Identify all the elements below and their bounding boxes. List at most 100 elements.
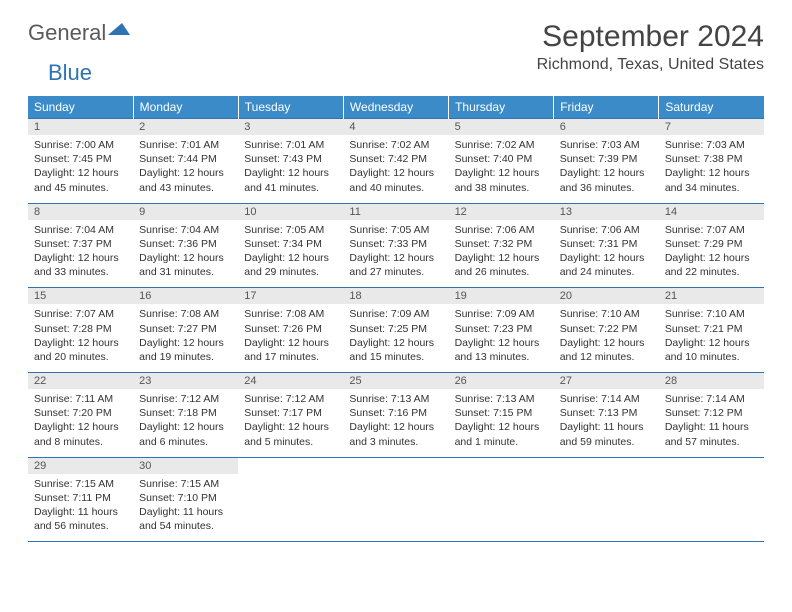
day-data: Sunrise: 7:12 AMSunset: 7:17 PMDaylight:…: [238, 389, 343, 457]
day-line: Sunset: 7:11 PM: [34, 491, 127, 505]
day-line: and 56 minutes.: [34, 519, 127, 533]
day-line: and 41 minutes.: [244, 181, 337, 195]
day-cell: 1Sunrise: 7:00 AMSunset: 7:45 PMDaylight…: [28, 119, 133, 204]
day-line: Sunrise: 7:03 AM: [665, 138, 758, 152]
day-line: Sunset: 7:22 PM: [560, 322, 653, 336]
day-data: Sunrise: 7:04 AMSunset: 7:37 PMDaylight:…: [28, 220, 133, 288]
day-line: and 5 minutes.: [244, 435, 337, 449]
dow-saturday: Saturday: [659, 96, 764, 119]
day-line: Sunset: 7:18 PM: [139, 406, 232, 420]
day-line: and 45 minutes.: [34, 181, 127, 195]
day-cell: 3Sunrise: 7:01 AMSunset: 7:43 PMDaylight…: [238, 119, 343, 204]
day-number: 1: [28, 119, 133, 135]
day-cell: 9Sunrise: 7:04 AMSunset: 7:36 PMDaylight…: [133, 203, 238, 288]
day-line: Daylight: 12 hours: [349, 166, 442, 180]
day-number: 29: [28, 458, 133, 474]
day-cell: ..: [343, 457, 448, 542]
day-line: Sunrise: 7:03 AM: [560, 138, 653, 152]
day-line: Sunset: 7:38 PM: [665, 152, 758, 166]
day-line: and 12 minutes.: [560, 350, 653, 364]
day-line: and 33 minutes.: [34, 265, 127, 279]
day-data: Sunrise: 7:03 AMSunset: 7:38 PMDaylight:…: [659, 135, 764, 203]
day-line: Sunset: 7:27 PM: [139, 322, 232, 336]
day-number: 22: [28, 373, 133, 389]
day-number: 4: [343, 119, 448, 135]
day-number: 16: [133, 288, 238, 304]
day-line: Sunset: 7:13 PM: [560, 406, 653, 420]
day-line: and 13 minutes.: [455, 350, 548, 364]
day-cell: 11Sunrise: 7:05 AMSunset: 7:33 PMDayligh…: [343, 203, 448, 288]
day-data: Sunrise: 7:14 AMSunset: 7:12 PMDaylight:…: [659, 389, 764, 457]
day-cell: 2Sunrise: 7:01 AMSunset: 7:44 PMDaylight…: [133, 119, 238, 204]
week-row: 15Sunrise: 7:07 AMSunset: 7:28 PMDayligh…: [28, 288, 764, 373]
dow-friday: Friday: [554, 96, 659, 119]
day-line: Daylight: 12 hours: [34, 420, 127, 434]
logo-text-general: General: [28, 20, 106, 46]
dow-sunday: Sunday: [28, 96, 133, 119]
day-cell: 23Sunrise: 7:12 AMSunset: 7:18 PMDayligh…: [133, 373, 238, 458]
day-line: Sunrise: 7:00 AM: [34, 138, 127, 152]
day-data: Sunrise: 7:10 AMSunset: 7:21 PMDaylight:…: [659, 304, 764, 372]
day-data: Sunrise: 7:06 AMSunset: 7:31 PMDaylight:…: [554, 220, 659, 288]
day-line: and 22 minutes.: [665, 265, 758, 279]
day-line: and 8 minutes.: [34, 435, 127, 449]
day-line: Sunset: 7:16 PM: [349, 406, 442, 420]
day-line: and 10 minutes.: [665, 350, 758, 364]
day-cell: 29Sunrise: 7:15 AMSunset: 7:11 PMDayligh…: [28, 457, 133, 542]
day-line: and 38 minutes.: [455, 181, 548, 195]
day-number: 30: [133, 458, 238, 474]
day-data: Sunrise: 7:04 AMSunset: 7:36 PMDaylight:…: [133, 220, 238, 288]
day-data: Sunrise: 7:03 AMSunset: 7:39 PMDaylight:…: [554, 135, 659, 203]
day-line: Daylight: 12 hours: [244, 336, 337, 350]
day-line: Sunrise: 7:01 AM: [244, 138, 337, 152]
day-line: and 1 minute.: [455, 435, 548, 449]
logo-text-blue: Blue: [48, 60, 92, 85]
day-cell: ..: [449, 457, 554, 542]
week-row: 8Sunrise: 7:04 AMSunset: 7:37 PMDaylight…: [28, 203, 764, 288]
day-cell: 12Sunrise: 7:06 AMSunset: 7:32 PMDayligh…: [449, 203, 554, 288]
day-number: 5: [449, 119, 554, 135]
day-number: 18: [343, 288, 448, 304]
day-data: Sunrise: 7:02 AMSunset: 7:42 PMDaylight:…: [343, 135, 448, 203]
day-line: Sunrise: 7:14 AM: [665, 392, 758, 406]
day-line: Daylight: 11 hours: [560, 420, 653, 434]
day-number: 10: [238, 204, 343, 220]
day-data: Sunrise: 7:09 AMSunset: 7:23 PMDaylight:…: [449, 304, 554, 372]
day-line: Daylight: 12 hours: [665, 251, 758, 265]
day-line: Sunrise: 7:09 AM: [455, 307, 548, 321]
day-line: Daylight: 12 hours: [34, 251, 127, 265]
day-line: Daylight: 12 hours: [665, 166, 758, 180]
day-line: and 15 minutes.: [349, 350, 442, 364]
day-cell: 16Sunrise: 7:08 AMSunset: 7:27 PMDayligh…: [133, 288, 238, 373]
day-line: Sunset: 7:43 PM: [244, 152, 337, 166]
day-cell: 24Sunrise: 7:12 AMSunset: 7:17 PMDayligh…: [238, 373, 343, 458]
day-line: and 36 minutes.: [560, 181, 653, 195]
day-line: Daylight: 12 hours: [349, 251, 442, 265]
day-line: Sunrise: 7:07 AM: [34, 307, 127, 321]
day-line: and 19 minutes.: [139, 350, 232, 364]
day-line: and 6 minutes.: [139, 435, 232, 449]
day-data: Sunrise: 7:15 AMSunset: 7:10 PMDaylight:…: [133, 474, 238, 542]
day-line: and 27 minutes.: [349, 265, 442, 279]
day-line: Daylight: 12 hours: [455, 166, 548, 180]
day-line: Daylight: 12 hours: [244, 420, 337, 434]
day-line: and 3 minutes.: [349, 435, 442, 449]
day-line: Sunrise: 7:05 AM: [244, 223, 337, 237]
day-cell: 28Sunrise: 7:14 AMSunset: 7:12 PMDayligh…: [659, 373, 764, 458]
day-line: Sunrise: 7:15 AM: [34, 477, 127, 491]
day-line: Daylight: 12 hours: [560, 166, 653, 180]
day-number: 23: [133, 373, 238, 389]
day-data: Sunrise: 7:02 AMSunset: 7:40 PMDaylight:…: [449, 135, 554, 203]
day-number: 20: [554, 288, 659, 304]
day-data: Sunrise: 7:06 AMSunset: 7:32 PMDaylight:…: [449, 220, 554, 288]
day-data: Sunrise: 7:07 AMSunset: 7:29 PMDaylight:…: [659, 220, 764, 288]
day-line: Daylight: 11 hours: [139, 505, 232, 519]
day-cell: ..: [554, 457, 659, 542]
day-line: Daylight: 12 hours: [244, 166, 337, 180]
week-row: 22Sunrise: 7:11 AMSunset: 7:20 PMDayligh…: [28, 373, 764, 458]
day-number: 12: [449, 204, 554, 220]
day-cell: 10Sunrise: 7:05 AMSunset: 7:34 PMDayligh…: [238, 203, 343, 288]
day-line: Sunrise: 7:05 AM: [349, 223, 442, 237]
dow-thursday: Thursday: [449, 96, 554, 119]
day-line: Sunset: 7:37 PM: [34, 237, 127, 251]
